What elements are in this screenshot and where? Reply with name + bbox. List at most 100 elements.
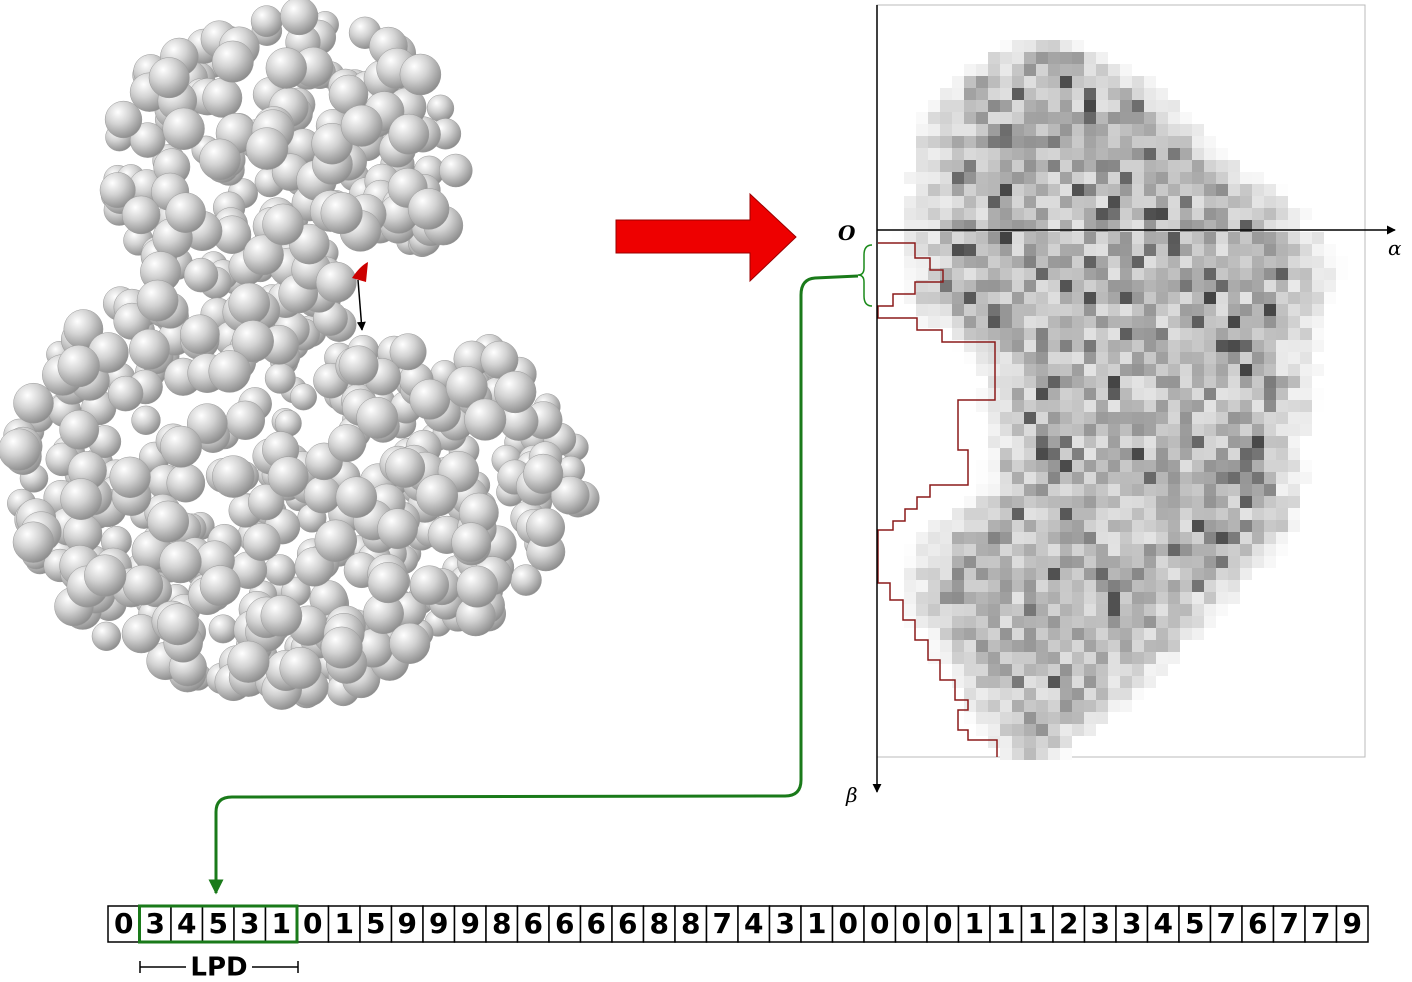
depth-cell [952,232,964,244]
depth-cell [1108,424,1120,436]
depth-cell [916,136,928,148]
depth-cell [1144,76,1156,88]
atom-sphere [267,456,309,498]
depth-cell [1132,436,1144,448]
depth-cell [1060,568,1072,580]
depth-cell [1252,196,1264,208]
depth-cell [1036,724,1048,736]
depth-cell [976,244,988,256]
depth-cell [1072,688,1084,700]
depth-cell [1084,148,1096,160]
depth-cell [1012,700,1024,712]
depth-cell [1000,100,1012,112]
sequence-cell [516,905,550,943]
depth-cell [1276,376,1288,388]
depth-cell [1036,172,1048,184]
depth-cell [1132,232,1144,244]
depth-cell [1168,508,1180,520]
depth-cell [1336,316,1348,328]
depth-cell [1084,640,1096,652]
depth-cell [1216,388,1228,400]
depth-cell [1072,412,1084,424]
depth-cell [904,244,916,256]
depth-cell [964,340,976,352]
depth-cell [1132,460,1144,472]
depth-cell [1108,520,1120,532]
depth-cell [1216,256,1228,268]
depth-cell [1120,112,1132,124]
depth-cell [1276,184,1288,196]
sequence-value: 5 [366,907,385,940]
depth-cell [1168,364,1180,376]
depth-cell [952,700,964,712]
depth-cell [1096,556,1108,568]
depth-cell [964,292,976,304]
depth-cell [1144,532,1156,544]
atom-sphere [247,483,285,521]
depth-cell [1204,244,1216,256]
depth-cell [1084,280,1096,292]
depth-cell [1012,316,1024,328]
depth-cell [1168,556,1180,568]
depth-cell [1156,148,1168,160]
depth-cell [1000,604,1012,616]
depth-cell [1132,700,1144,712]
depth-cell [1024,100,1036,112]
depth-cell [1036,40,1048,52]
depth-cell [940,568,952,580]
depth-cell [1048,748,1060,760]
depth-cell [1168,640,1180,652]
depth-cell [1108,256,1120,268]
depth-cell [1132,628,1144,640]
depth-cell [1264,424,1276,436]
depth-cell [1012,100,1024,112]
depth-cell [1024,436,1036,448]
depth-cell [1024,184,1036,196]
depth-cell [1144,268,1156,280]
depth-cell [1048,340,1060,352]
depth-cell [1096,196,1108,208]
depth-cell [976,496,988,508]
depth-cell [1096,412,1108,424]
depth-cell [1132,412,1144,424]
depth-cell [1216,376,1228,388]
depth-cell [1000,724,1012,736]
sequence-cell [485,905,519,943]
depth-cell [1252,364,1264,376]
depth-cell [1144,232,1156,244]
depth-cell [1108,436,1120,448]
depth-cell [1108,460,1120,472]
depth-cell [916,160,928,172]
depth-cell [1288,292,1300,304]
depth-cell [1060,616,1072,628]
depth-cell [1288,316,1300,328]
depth-cell [1096,712,1108,724]
depth-cell [904,196,916,208]
depth-cell [1036,424,1048,436]
depth-cell [1288,244,1300,256]
depth-cell [1204,268,1216,280]
depth-cell [952,280,964,292]
depth-cell [1012,304,1024,316]
depth-cell [1204,532,1216,544]
depth-cell [976,580,988,592]
depth-cell [1228,280,1240,292]
depth-cell [1156,628,1168,640]
depth-cell [1048,472,1060,484]
depth-cell [1252,460,1264,472]
depth-cell [952,592,964,604]
depth-cell [1276,196,1288,208]
depth-cell [1096,184,1108,196]
depth-cell [1288,256,1300,268]
depth-cell [1084,520,1096,532]
depth-cell [1108,304,1120,316]
depth-cell [1096,172,1108,184]
depth-cell [1120,88,1132,100]
depth-cell [1060,100,1072,112]
depth-cell [1252,340,1264,352]
atom-sphere [227,640,270,683]
depth-cell [964,688,976,700]
depth-cell [928,628,940,640]
depth-cell [1024,424,1036,436]
atom-sphere [136,279,179,322]
